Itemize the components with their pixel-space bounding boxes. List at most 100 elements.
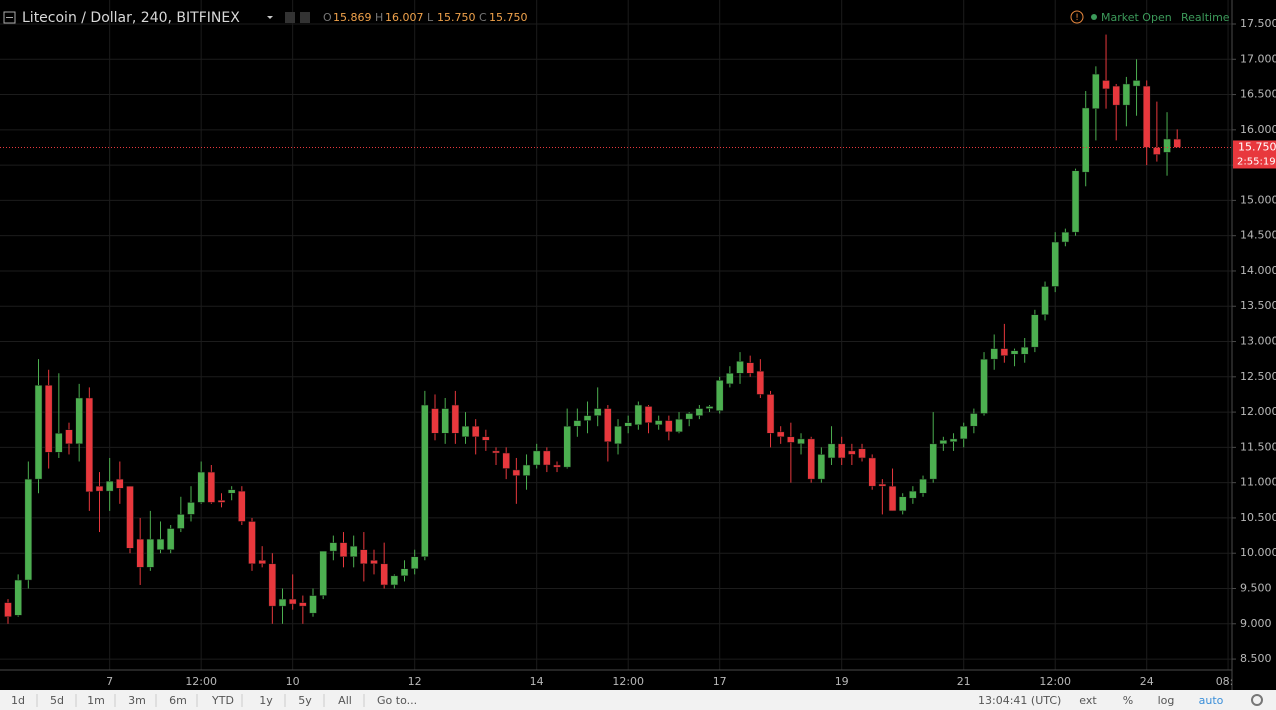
price-label-bg <box>1233 140 1276 169</box>
option-button[interactable]: log <box>1158 694 1175 707</box>
y-tick-label: 14.500 <box>1240 229 1276 242</box>
candle-body <box>1163 138 1171 153</box>
y-tick-label: 17.000 <box>1240 52 1276 65</box>
y-tick-label: 10.000 <box>1240 546 1276 559</box>
range-button[interactable]: 5d <box>50 694 64 707</box>
y-tick-label: 12.000 <box>1240 405 1276 418</box>
candle-body <box>248 521 256 565</box>
x-tick-label: 14 <box>530 675 544 688</box>
candle-body <box>217 500 226 503</box>
x-axis: 7 12:00 10 12 14 12:00 17 19 21 12:00 24 08:0 <box>106 675 1241 688</box>
status-dot <box>1091 14 1097 20</box>
candle-body <box>949 438 958 442</box>
symbol-title[interactable]: Litecoin / Dollar, 240, BITFINEX <box>22 10 240 26</box>
candle-body <box>1122 83 1131 106</box>
x-tick-label: 12:00 <box>185 675 217 688</box>
candle-body <box>909 490 917 499</box>
candle-body <box>787 436 795 443</box>
option-button[interactable]: auto <box>1199 694 1224 707</box>
candle-body <box>370 560 378 565</box>
range-button[interactable]: YTD <box>211 694 234 707</box>
candle-body <box>55 433 63 453</box>
y-tick-label: 13.000 <box>1240 335 1276 348</box>
candle-body <box>451 404 460 434</box>
goto-button[interactable]: Go to... <box>377 694 417 707</box>
x-tick-label: 12:00 <box>1039 675 1071 688</box>
candle-body <box>726 373 734 385</box>
plot <box>0 34 1232 624</box>
candle-body <box>715 380 724 411</box>
candle-body <box>522 464 531 476</box>
candle-body <box>939 440 948 445</box>
candle-body <box>797 438 805 445</box>
candle-body <box>980 358 988 414</box>
ohlc-value: 16.007 <box>385 11 424 24</box>
candle-body <box>319 550 327 596</box>
candle-body <box>187 502 195 515</box>
range-button[interactable]: 1m <box>87 694 105 707</box>
candle-body <box>268 563 277 607</box>
range-button[interactable]: All <box>338 694 352 707</box>
x-tick-label: 12:00 <box>612 675 644 688</box>
ohlc-value: 15.869 <box>333 11 372 24</box>
ohlc-value: 15.750 <box>489 11 528 24</box>
candle-body <box>878 483 887 487</box>
settings-icon[interactable] <box>1251 694 1263 706</box>
range-button[interactable]: 5y <box>298 694 312 707</box>
candle-body <box>24 478 33 581</box>
candle-body <box>898 496 907 512</box>
candle-body <box>258 560 266 565</box>
candle-body <box>461 425 470 438</box>
candle-body <box>695 408 704 416</box>
candle-body <box>156 538 165 550</box>
candle-body <box>705 406 714 409</box>
candle-body <box>105 480 114 492</box>
candle-body <box>563 425 571 468</box>
option-button[interactable]: % <box>1123 694 1133 707</box>
candle-body <box>116 478 124 489</box>
settings-icon[interactable] <box>285 12 295 23</box>
candle-body <box>339 542 348 557</box>
ohlc-legend: O 15.869 H 16.007 L 15.750 C 15.750 <box>323 11 528 24</box>
candle-body <box>75 397 83 445</box>
candle-body <box>685 413 693 420</box>
candle-body <box>807 438 815 480</box>
option-button[interactable]: ext <box>1079 694 1097 707</box>
candle-body <box>1153 147 1161 155</box>
candle-body <box>177 514 185 529</box>
candle-body <box>1061 231 1070 243</box>
range-button[interactable]: 6m <box>169 694 187 707</box>
alert-icon[interactable] <box>1070 10 1084 24</box>
range-button[interactable]: 3m <box>128 694 146 707</box>
candle-body <box>1081 107 1090 173</box>
candle-body <box>1000 348 1009 356</box>
range-button[interactable]: 1d <box>11 694 25 707</box>
y-tick-label: 16.500 <box>1240 88 1276 101</box>
candle-body <box>238 490 246 522</box>
y-tick-label: 8.500 <box>1240 652 1272 665</box>
x-tick-label: 08:0 <box>1216 675 1241 688</box>
range-button[interactable]: 1y <box>259 694 273 707</box>
candle-body <box>227 489 236 494</box>
candle-body <box>665 420 673 433</box>
x-tick-label: 7 <box>106 675 113 688</box>
candle-body <box>349 545 358 557</box>
collapse-icon[interactable] <box>3 11 16 24</box>
candle-body <box>197 471 205 503</box>
candle-body <box>614 425 622 445</box>
y-tick-label: 13.500 <box>1240 299 1276 312</box>
candle-body <box>888 485 897 512</box>
market-status: Market Open <box>1101 11 1172 24</box>
alert-icon: ! <box>1075 13 1079 23</box>
candle-body <box>970 413 978 427</box>
candle-body <box>990 348 998 360</box>
candle-body <box>959 425 968 440</box>
ohlc-key: O <box>323 11 332 24</box>
candle-body <box>624 422 632 427</box>
ohlc-key: L <box>427 11 434 24</box>
candle-body <box>573 420 582 427</box>
settings-icon[interactable] <box>300 12 310 23</box>
dropdown-icon[interactable] <box>267 16 273 19</box>
